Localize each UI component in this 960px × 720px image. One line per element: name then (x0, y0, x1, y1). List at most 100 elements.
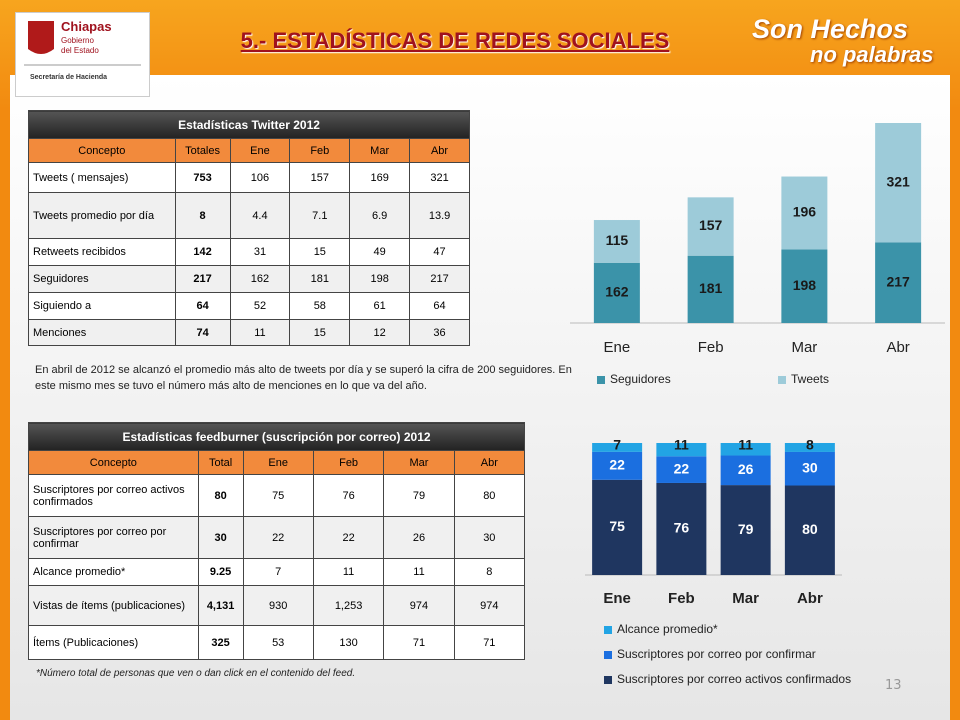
legend-label: Suscriptores por correo activos confirma… (617, 672, 851, 686)
twitter-table: Estadísticas Twitter 2012 Concepto Totales… (28, 110, 470, 346)
data-label: 22 (674, 460, 690, 476)
bar-segment (687, 255, 734, 323)
table-cell: Ítems (Publicaciones) (28, 625, 199, 660)
table-row: Tweets ( mensajes) 753 106 157 169 321 (28, 162, 470, 193)
table-cell: 6.9 (349, 192, 411, 239)
page-number: 13 (885, 678, 902, 693)
logo-title: Chiapas (61, 19, 112, 34)
bar-segment (720, 455, 771, 486)
caption-row: Estadísticas feedburner (suscripción por… (28, 422, 525, 451)
legend-swatch (597, 376, 605, 384)
legend-label: Seguidores (610, 372, 671, 386)
bar-segment (781, 249, 828, 323)
table-cell: 71 (453, 625, 526, 660)
caption-row: Estadísticas Twitter 2012 (28, 110, 470, 139)
bar-segment (592, 443, 643, 452)
table-row: Retweets recibidos 142 31 15 49 47 (28, 238, 470, 266)
table-cell: 7.1 (289, 192, 351, 239)
table-cell: 74 (174, 319, 231, 346)
table-cell: 325 (197, 625, 244, 660)
table-cell: 31 (229, 238, 291, 266)
x-tick-label: Abr (886, 339, 909, 356)
x-tick-label: Ene (603, 590, 631, 607)
bar-segment (592, 451, 643, 480)
data-label: 321 (886, 173, 910, 189)
table-cell: 11 (312, 558, 385, 586)
bar-segment (656, 456, 707, 483)
data-label: 80 (802, 521, 818, 537)
slide-title: 5.- ESTADÍSTICAS DE REDES SOCIALES (240, 28, 670, 53)
table-row: Ítems (Publicaciones) 325 53 130 71 71 (28, 625, 526, 660)
table-row: Tweets promedio por día 8 4.4 7.1 6.9 13.9 (28, 192, 470, 239)
table-row: Menciones 74 11 15 12 36 (28, 319, 470, 346)
data-label: 217 (886, 273, 910, 289)
table-cell: Suscriptores por correo por confirmar (28, 516, 199, 559)
table-cell: Alcance promedio* (28, 558, 199, 586)
data-label: 115 (606, 232, 629, 248)
data-label: 30 (802, 459, 818, 475)
legend-swatch (604, 676, 612, 684)
data-label: 198 (793, 277, 817, 293)
table-cell: 162 (229, 265, 291, 293)
header-row: Concepto Total Ene Feb Mar Abr (28, 450, 526, 475)
column-header: Total (197, 450, 244, 475)
footnote: *Número total de personas que ven o dan … (36, 668, 356, 679)
data-label: 76 (674, 520, 690, 536)
table-cell: 974 (453, 585, 526, 626)
x-tick-label: Mar (732, 590, 759, 607)
legend-label: Alcance promedio* (617, 622, 718, 636)
bar-segment (720, 443, 771, 456)
feedburner-table: Estadísticas feedburner (suscripción por… (28, 422, 526, 660)
table-cell: 30 (197, 516, 244, 559)
table-caption: Estadísticas Twitter 2012 (28, 110, 470, 139)
crest (28, 21, 54, 54)
table-cell: 53 (242, 625, 314, 660)
data-label: 26 (738, 461, 754, 477)
column-header: Feb (312, 450, 385, 475)
data-label: 8 (806, 437, 814, 453)
table-row: Suscriptores por correo activos confirma… (28, 474, 526, 517)
column-header: Mar (383, 450, 455, 475)
table-cell: 64 (174, 292, 231, 320)
column-header: Ene (229, 138, 291, 163)
table-cell: 76 (312, 474, 385, 517)
table-row: Alcance promedio* 9.25 7 11 11 8 (28, 558, 526, 586)
column-header: Concepto (28, 450, 199, 475)
header-row: Concepto Totales Ene Feb Mar Abr (28, 138, 470, 163)
table-cell: 930 (242, 585, 314, 626)
table-cell: 130 (312, 625, 385, 660)
table-row: Suscriptores por correo por confirmar 30 2… (28, 516, 526, 559)
data-label: 75 (609, 518, 625, 534)
column-header: Feb (289, 138, 351, 163)
legend-swatch (604, 626, 612, 634)
column-header: Totales (174, 138, 231, 163)
table-cell: 13.9 (409, 192, 470, 239)
x-tick-label: Mar (791, 339, 817, 356)
logo-sub: del Estado (61, 46, 99, 55)
data-label: 157 (699, 217, 723, 233)
table-caption: Estadísticas feedburner (suscripción por… (28, 422, 525, 451)
logo: Chiapas Gobierno del Estado Secretaría d… (15, 12, 150, 97)
legend-label: Suscriptores por correo por confirmar (617, 647, 816, 661)
column-header: Concepto (28, 138, 176, 163)
logo-sub: Gobierno (61, 36, 94, 45)
bar-segment (784, 451, 835, 486)
table-cell: 9.25 (197, 558, 244, 586)
note: En abril de 2012 se alcanzó el promedio … (35, 364, 572, 392)
bar-segment (592, 479, 643, 575)
table-cell: Tweets promedio por día (28, 192, 176, 239)
table-cell: 52 (229, 292, 291, 320)
bar-segment (593, 220, 640, 263)
bar-segment (656, 443, 707, 457)
table-cell: 64 (409, 292, 470, 320)
column-header: Abr (409, 138, 470, 163)
table-row: Siguiendo a 64 52 58 61 64 (28, 292, 470, 320)
bar-segment (656, 482, 707, 575)
slogan: Son Hechos (752, 14, 909, 44)
data-label: 11 (738, 437, 753, 453)
table-cell: 11 (229, 319, 291, 346)
table-cell: Tweets ( mensajes) (28, 162, 176, 193)
table-cell: 22 (242, 516, 314, 559)
table-cell: Menciones (28, 319, 176, 346)
table-cell: Seguidores (28, 265, 176, 293)
